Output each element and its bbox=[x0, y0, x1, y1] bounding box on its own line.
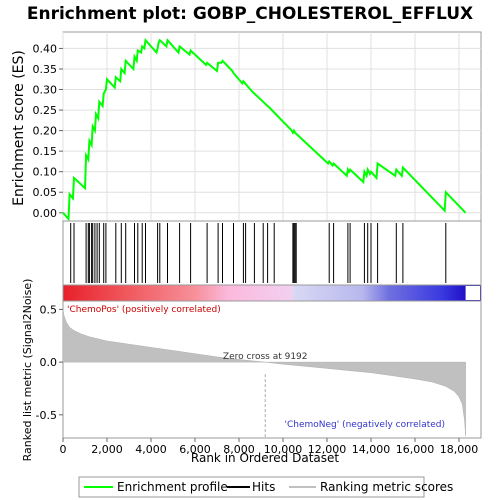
x-axis-ticks: 0 2,000 4,000 6,000 8,000 10,000 12,000 14,000 1… bbox=[60, 438, 479, 456]
metric-y-ticks: 0.5 0.0 -0.5 bbox=[36, 303, 63, 422]
metric-layer bbox=[62, 309, 466, 436]
legend-enrichment-label: Enrichment profile bbox=[117, 480, 228, 494]
es-y-tick-label: 0.05 bbox=[33, 186, 58, 199]
colorbar-blank-tail bbox=[465, 286, 480, 300]
es-y-tick-label: 0.30 bbox=[33, 84, 58, 97]
chart-title: Enrichment plot: GOBP_CHOLESTEROL_EFFLUX bbox=[27, 4, 473, 24]
es-y-axis-label: Enrichment score (ES) bbox=[11, 50, 27, 206]
ranking-colorbar bbox=[62, 284, 482, 302]
es-y-tick-label: 0.10 bbox=[33, 166, 58, 179]
x-tick-label: 10,000 bbox=[264, 443, 303, 456]
es-gridlines bbox=[62, 32, 481, 221]
enrichment-profile-line bbox=[62, 37, 467, 222]
legend-box bbox=[78, 476, 425, 498]
es-panel-frame bbox=[62, 31, 482, 222]
es-y-tick-label: 0.15 bbox=[33, 145, 58, 158]
x-tick-label: 0 bbox=[60, 443, 67, 456]
legend-hits-label: Hits bbox=[252, 480, 275, 494]
metric-y-axis-label: Ranked list metric (Signal2Noise) bbox=[21, 279, 34, 462]
es-line-layer bbox=[62, 37, 467, 222]
x-tick-label: 2,000 bbox=[91, 443, 123, 456]
es-y-tick-label: 0.20 bbox=[33, 125, 58, 138]
legend-metric-label: Ranking metric scores bbox=[320, 480, 453, 494]
es-y-ticks: 0.00 0.05 0.10 0.15 0.20 0.25 0.30 0.35 0.40 bbox=[33, 42, 63, 220]
hits-panel-frame bbox=[62, 220, 482, 286]
x-tick-label: 6,000 bbox=[179, 443, 211, 456]
metric-y-tick-label: 0.0 bbox=[40, 356, 58, 369]
x-axis-label: Rank in Ordered Dataset bbox=[191, 451, 339, 465]
metric-y-tick-label: 0.5 bbox=[40, 303, 58, 316]
x-tick-label: 8,000 bbox=[223, 443, 255, 456]
hits-layer bbox=[70, 223, 447, 283]
x-tick-label: 12,000 bbox=[308, 443, 347, 456]
x-tick-label: 18,000 bbox=[440, 443, 479, 456]
es-y-tick-label: 0.35 bbox=[33, 63, 58, 76]
zero-cross-label: Zero cross at 9192 bbox=[223, 352, 308, 362]
x-tick-label: 16,000 bbox=[396, 443, 435, 456]
negative-correlation-label: 'ChemoNeg' (negatively correlated) bbox=[285, 420, 446, 430]
ranking-metric-area bbox=[62, 309, 466, 436]
metric-y-tick-label: -0.5 bbox=[36, 409, 57, 422]
x-tick-label: 4,000 bbox=[135, 443, 167, 456]
es-y-tick-label: 0.40 bbox=[33, 42, 58, 55]
es-y-tick-label: 0.00 bbox=[33, 207, 58, 220]
es-y-tick-label: 0.25 bbox=[33, 104, 58, 117]
positive-correlation-label: 'ChemoPos' (positively correlated) bbox=[67, 305, 221, 315]
x-tick-label: 14,000 bbox=[352, 443, 391, 456]
